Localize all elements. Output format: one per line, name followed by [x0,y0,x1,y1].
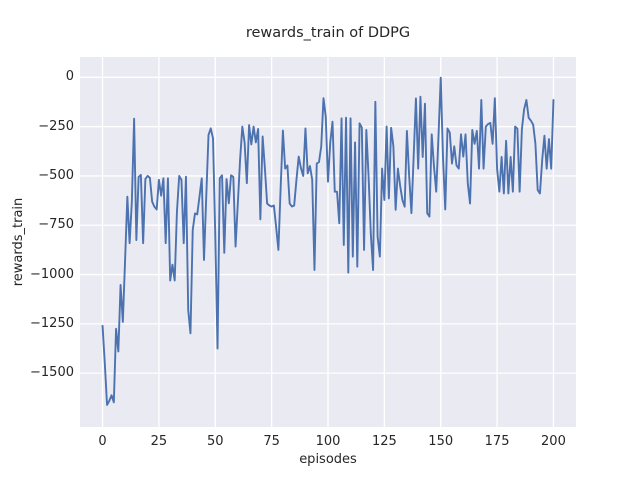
x-tick-label: 175 [484,434,510,449]
y-tick-label: −250 [38,118,74,134]
plot-area [80,57,576,427]
x-tick-label: 150 [428,434,454,449]
y-tick-label: −1250 [30,315,74,331]
x-tick-label: 100 [315,434,341,449]
y-tick-label: −750 [38,217,74,233]
y-axis-label: rewards_train [11,197,26,287]
y-tick-label: −1500 [30,365,74,381]
y-tick-label: −500 [38,167,74,183]
chart-plot-svg [80,57,576,427]
x-tick-label: 200 [541,434,566,449]
x-tick-label: 125 [371,434,397,449]
x-tick-label: 75 [263,434,280,449]
chart-title: rewards_train of DDPG [245,25,411,41]
y-tick-label: 0 [65,69,74,85]
y-tick-label: −1000 [30,266,74,282]
series-line-rewards_train [101,76,555,406]
x-tick-label: 0 [98,434,107,449]
x-axis-label: episodes [299,452,357,467]
x-tick-label: 25 [150,434,168,449]
x-tick-label: 50 [206,434,224,449]
